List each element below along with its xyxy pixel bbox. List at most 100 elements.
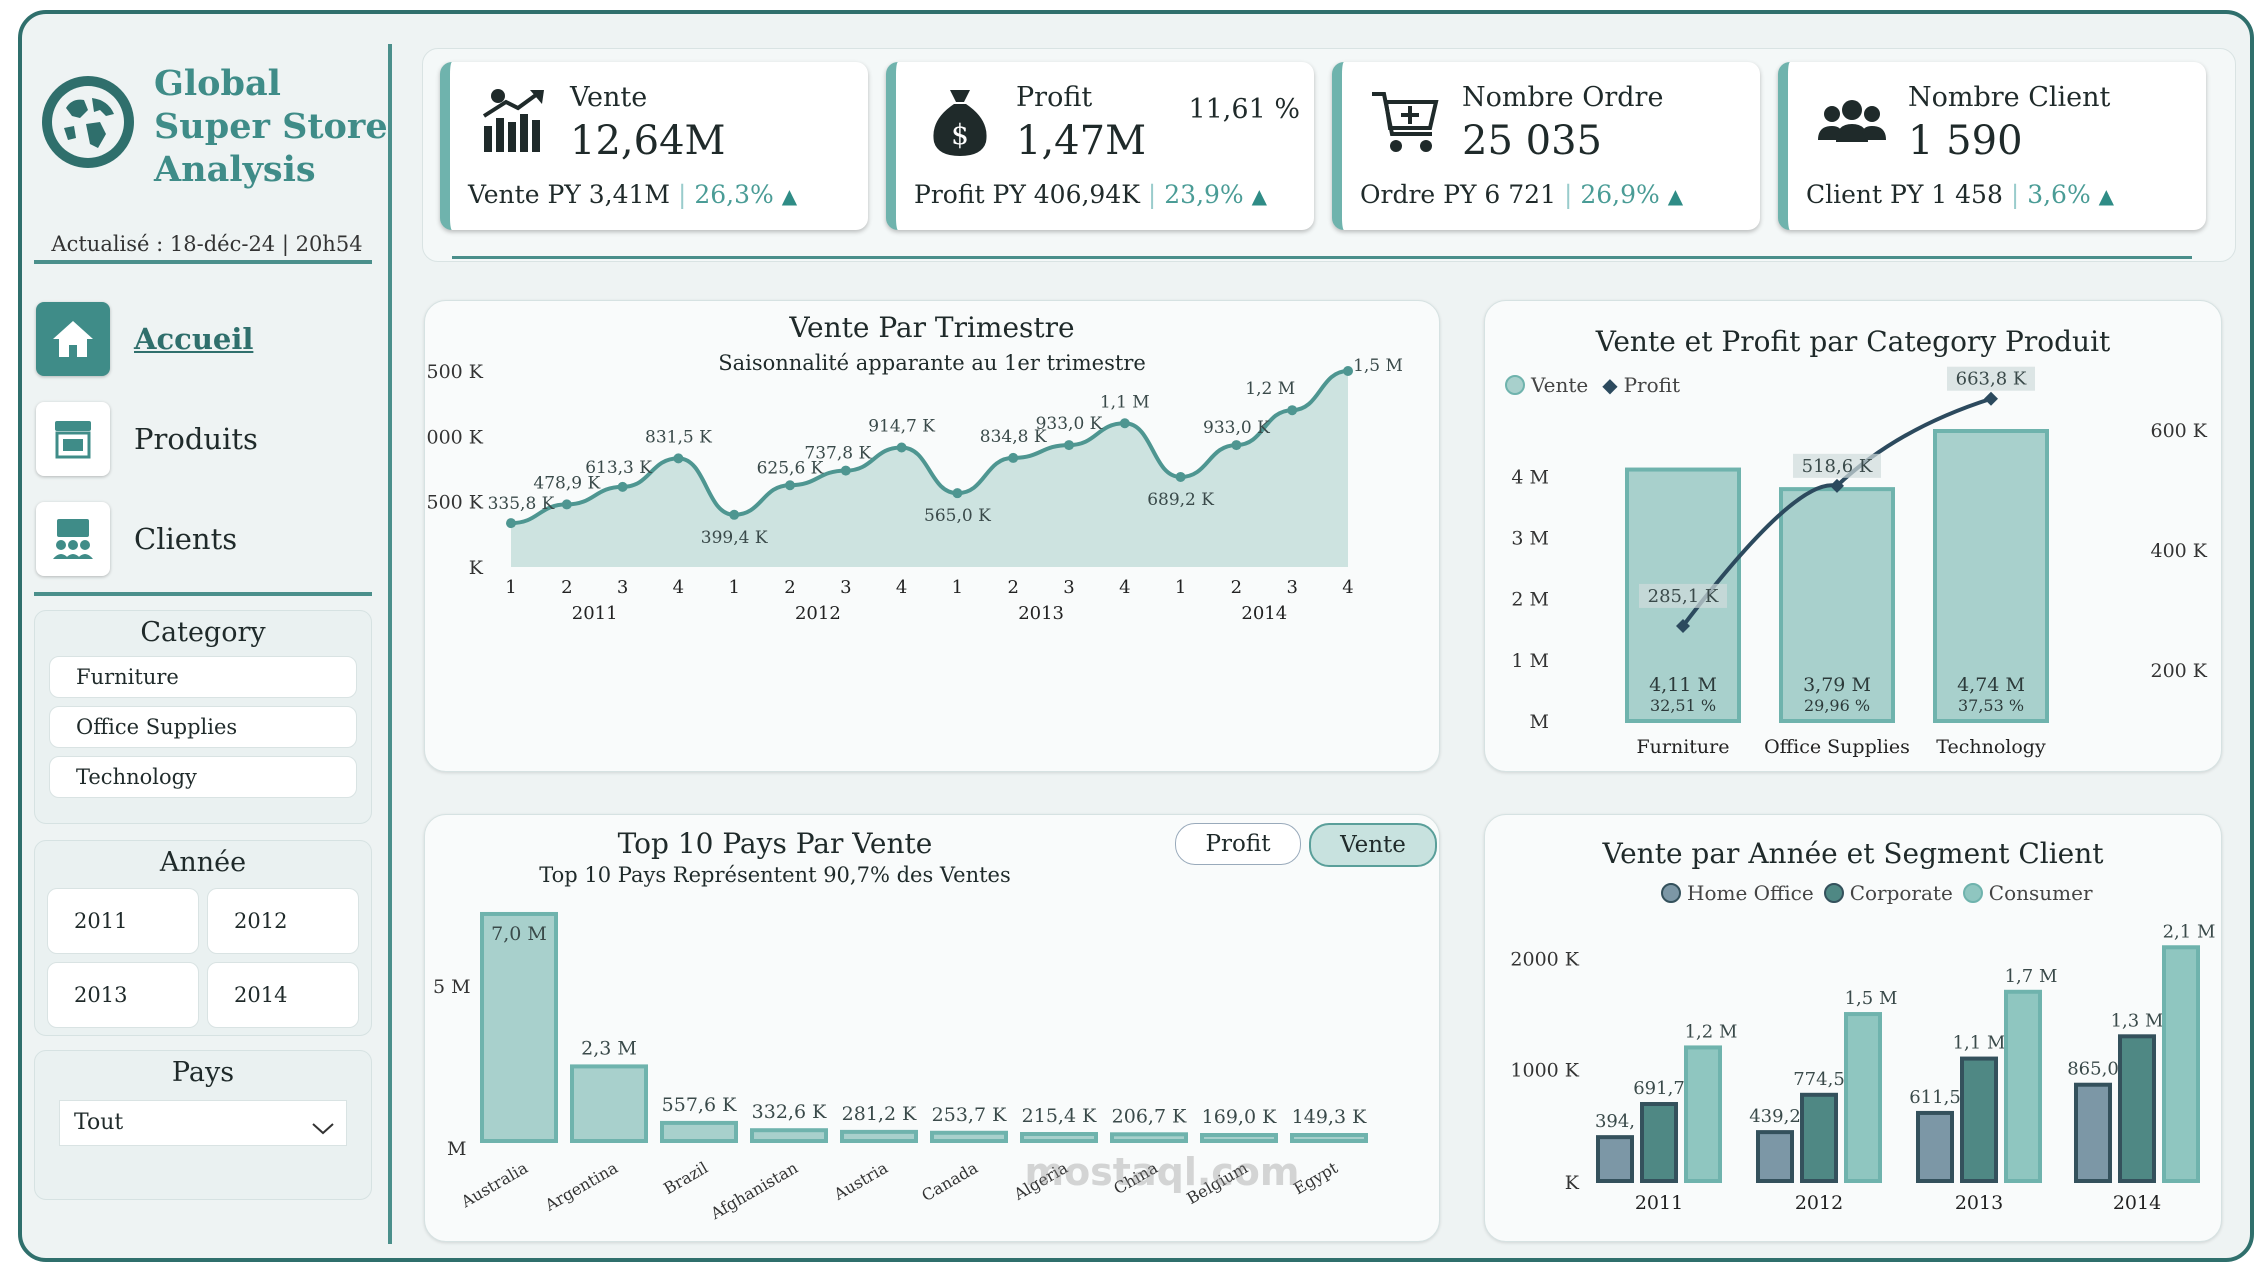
chart-title: Vente par Année et Segment Client (1602, 837, 2104, 870)
y-left-tick: 1 M (1511, 650, 1549, 672)
quarterly-sales-card: Vente Par Trimestre Saisonnalité apparan… (424, 300, 1440, 772)
nav-label: Clients (134, 522, 238, 556)
segment-bar (2118, 1034, 2156, 1183)
kpi-previous-year: Profit PY 406,94K | 23,9% ▲ (914, 180, 1268, 209)
country-dropdown[interactable]: Tout (59, 1100, 347, 1146)
data-label: 933,0 K (1203, 418, 1270, 438)
legend-label: Vente (1531, 373, 1589, 397)
year-option-2013[interactable]: 2013 (47, 962, 199, 1028)
x-tick-label: Office Supplies (1764, 736, 1910, 758)
diamond-icon: ◆ (1602, 373, 1618, 397)
y-right-tick: 400 K (2151, 540, 2208, 562)
nav-produits[interactable]: Produits (36, 402, 258, 476)
data-point (1008, 452, 1019, 463)
year-option-2012[interactable]: 2012 (207, 888, 359, 954)
data-label: 439,2 (1749, 1106, 1801, 1127)
segment-bar (2162, 945, 2200, 1183)
kpi-growth-pct: 26,3% (694, 180, 774, 209)
segment-bar (1960, 1056, 1998, 1183)
x-tick-label: Austria (830, 1158, 892, 1205)
share-label: 29,96 % (1804, 696, 1870, 715)
data-label: 2,1 M (2163, 921, 2216, 942)
category-option-technology[interactable]: Technology (49, 756, 357, 798)
profit-value-label: 518,6 K (1802, 456, 1873, 477)
country-bar (840, 1129, 918, 1144)
sidebar: Global Super Store Analysis Actualisé : … (22, 14, 392, 1258)
data-label: 1,2 M (1685, 1021, 1738, 1042)
nav-accueil[interactable]: Accueil (36, 302, 253, 376)
sales-bar (1779, 487, 1895, 723)
data-label: 281,2 K (842, 1103, 917, 1125)
nav-clients[interactable]: Clients (36, 502, 237, 576)
toggle-profit-button[interactable]: Profit (1175, 823, 1301, 865)
data-label: 774,5 (1793, 1069, 1845, 1090)
sales-area (511, 371, 1348, 567)
up-triangle-icon: ▲ (781, 184, 798, 208)
y-tick-label: K (1565, 1172, 1580, 1194)
y-tick-label: 1000 K (425, 426, 484, 448)
last-updated: Actualisé : 18-déc-24 | 20h54 (51, 232, 363, 256)
data-label: 1,1 M (1953, 1033, 2006, 1054)
x-tick-label: 4 (896, 577, 907, 598)
data-label: 169,0 K (1202, 1106, 1277, 1128)
data-label: 478,9 K (533, 473, 600, 493)
chart-legend: Vente ◆ Profit (1505, 373, 1680, 397)
toggle-vente-button[interactable]: Vente (1309, 823, 1437, 867)
money-bag-icon: $ (924, 86, 996, 158)
category-option-furniture[interactable]: Furniture (49, 656, 357, 698)
sidebar-separator (388, 44, 392, 1244)
country-bar (660, 1120, 738, 1144)
x-tick-label: Furniture (1636, 736, 1729, 758)
category-option-office-supplies[interactable]: Office Supplies (49, 706, 357, 748)
y-tick-label: K (469, 557, 484, 579)
year-option-2014[interactable]: 2014 (207, 962, 359, 1028)
watermark: mostaql.com (1024, 1150, 1300, 1194)
category-sales-profit-card: Vente et Profit par Category Produit Ven… (1484, 300, 2222, 772)
kpi-card-orders: Nombre Ordre 25 035 Ordre PY 6 721 | 26,… (1332, 62, 1760, 230)
kpi-previous-year: Vente PY 3,41M | 26,3% ▲ (468, 180, 798, 209)
category-slicer: Category Furniture Office Supplies Techn… (34, 610, 372, 824)
top-countries-card: Top 10 Pays Par Vente Top 10 Pays Représ… (424, 814, 1440, 1242)
x-tick-label: 4 (1342, 577, 1353, 598)
country-bar (1290, 1133, 1368, 1143)
globe-icon (42, 76, 134, 168)
profit-marker (1830, 478, 1844, 493)
year-slicer-title: Année (159, 847, 247, 878)
kpi-py-label: Vente PY 3,41M (468, 180, 670, 209)
chevron-down-icon (310, 1111, 336, 1155)
profit-marker (1676, 618, 1690, 633)
data-point (896, 442, 907, 453)
year-option-2011[interactable]: 2011 (47, 888, 199, 954)
segment-bar (1684, 1045, 1722, 1183)
x-year-label: 2012 (795, 603, 841, 624)
x-year-label: 2013 (1018, 603, 1064, 624)
kpi-profit-margin: 11,61 % (1188, 94, 1300, 125)
data-point (840, 465, 851, 476)
x-tick-label: 2014 (2113, 1192, 2161, 1214)
x-tick-label: 2 (1007, 577, 1018, 598)
kpi-label: Nombre Client (1908, 82, 2111, 113)
up-triangle-icon: ▲ (2098, 184, 2115, 208)
data-label: 1,2 M (1245, 379, 1295, 399)
segment-sales-chart: 2000 K 1000 K K 394, 691,7 1,2 M 2011 439,2 774,… (1510, 921, 2216, 1214)
kpi-card-vente: Vente 12,64M Vente PY 3,41M | 26,3% ▲ (440, 62, 868, 230)
chart-title: Vente Par Trimestre (789, 311, 1075, 344)
data-label: 831,5 K (645, 427, 712, 447)
sales-value-label: 3,79 M (1803, 674, 1871, 696)
y-tick-label: M (447, 1138, 466, 1160)
kpi-value: 1,47M (1016, 118, 1147, 164)
data-point (673, 453, 684, 464)
x-tick-label: 2011 (1635, 1192, 1683, 1214)
legend-label: Corporate (1849, 881, 1953, 905)
segment-bar (1844, 1012, 1882, 1183)
segment-bar (1596, 1135, 1634, 1183)
share-label: 37,53 % (1958, 696, 2024, 715)
sales-value-label: 4,11 M (1649, 674, 1717, 696)
profit-marker (1984, 391, 1998, 406)
data-label: 7,0 M (491, 923, 547, 945)
y-left-tick: M (1530, 711, 1549, 733)
data-label: 335,8 K (488, 494, 555, 514)
country-bar (1110, 1132, 1188, 1143)
profit-label-bg (1793, 453, 1881, 478)
x-tick-label: Afghanistan (706, 1158, 801, 1224)
